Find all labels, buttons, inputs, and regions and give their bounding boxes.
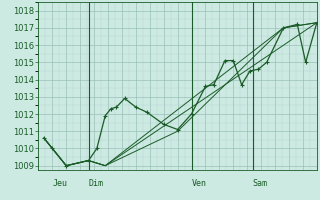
Text: Dim: Dim bbox=[89, 179, 103, 188]
Text: Ven: Ven bbox=[191, 179, 206, 188]
Text: Sam: Sam bbox=[253, 179, 268, 188]
Text: Jeu: Jeu bbox=[52, 179, 67, 188]
